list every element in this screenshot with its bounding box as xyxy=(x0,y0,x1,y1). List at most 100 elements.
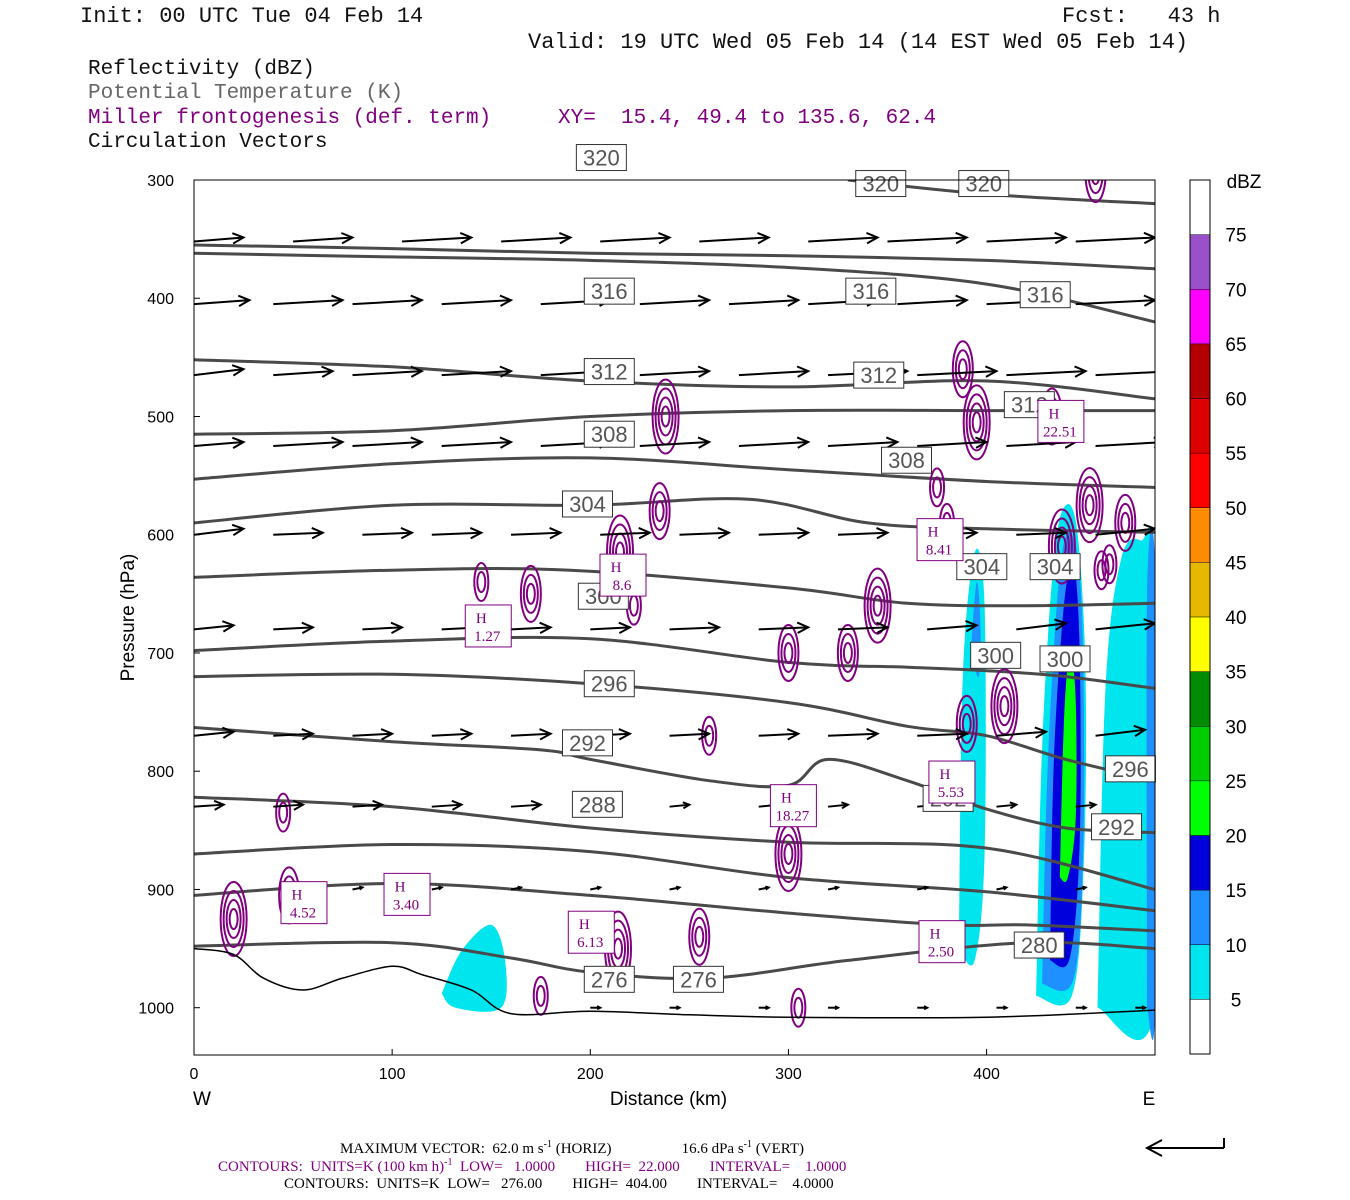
isentrope-label-box xyxy=(1029,553,1081,581)
frontogenesis-contour xyxy=(660,405,671,428)
isentrope-label: 312 xyxy=(860,363,897,388)
frontogenesis-contour xyxy=(1093,550,1110,591)
circulation-vector xyxy=(1095,371,1155,377)
circulation-vector-head xyxy=(213,799,226,811)
isentrope-line xyxy=(194,251,1155,324)
frontogenesis-contour xyxy=(613,937,624,960)
circulation-vector-head xyxy=(301,728,316,741)
frontogenesis-contour xyxy=(1078,476,1101,535)
isentrope-label: 296 xyxy=(591,672,628,697)
isentrope-label-box xyxy=(970,641,1022,669)
circulation-vector-head xyxy=(965,620,979,633)
frontogenesis-contour xyxy=(225,899,242,940)
frontogenesis-contour xyxy=(1118,108,1132,146)
circulation-vector-head xyxy=(1141,1005,1148,1011)
isentrope-label-box xyxy=(1039,645,1091,673)
frontogenesis-contour xyxy=(532,975,549,1016)
circulation-vector xyxy=(510,803,541,808)
isentrope-line xyxy=(194,497,1155,534)
colorbar-tick-label: 25 xyxy=(1225,772,1246,793)
circulation-vector xyxy=(273,626,313,631)
colorbar-tick-label: 65 xyxy=(1225,335,1246,356)
isentrope-label-box xyxy=(672,965,724,993)
colorbar-tick-label: 50 xyxy=(1225,499,1246,520)
circulation-vector-head xyxy=(469,527,484,540)
y-tick-label: 500 xyxy=(147,409,174,426)
circulation-vector-head xyxy=(221,620,236,633)
circulation-vector-head xyxy=(539,621,553,634)
circulation-vector-head xyxy=(1074,365,1088,378)
circulation-vector-head xyxy=(221,726,236,739)
frontogenesis-max-symbol: H xyxy=(939,767,950,783)
frontogenesis-max-symbol: H xyxy=(579,917,590,933)
colorbar-tick-label: 35 xyxy=(1225,663,1246,684)
frontogenesis-contour xyxy=(929,467,946,508)
circulation-vector xyxy=(441,441,512,448)
circulation-vector-head xyxy=(539,728,553,741)
east-label: E xyxy=(1143,1089,1156,1110)
frontogenesis-contour xyxy=(535,984,546,1007)
frontogenesis-contour xyxy=(836,623,859,682)
frontogenesis-max-value: 6.13 xyxy=(577,935,603,951)
colorbar-tick-label: 30 xyxy=(1225,717,1246,738)
colorbar-swatch xyxy=(1190,507,1210,563)
circulation-vector-head xyxy=(499,294,514,307)
isentrope-label-box xyxy=(583,670,635,698)
frontogenesis-contour xyxy=(780,833,797,874)
frontogenesis-max-value: 4.52 xyxy=(290,906,316,922)
circulation-vector-head xyxy=(530,799,544,811)
isentrope-line xyxy=(194,726,1155,835)
init-time: Init: 00 UTC Tue 04 Feb 14 xyxy=(80,4,424,29)
circulation-vector xyxy=(1016,622,1066,631)
isentrope-label-box xyxy=(561,490,613,518)
colorbar-tick-label: 15 xyxy=(1225,881,1246,902)
frontogenesis-max-value: 1.27 xyxy=(474,629,501,645)
west-label: W xyxy=(193,1089,211,1110)
x-tick-label: 400 xyxy=(973,1066,1000,1083)
circulation-vector-head xyxy=(1082,885,1088,891)
frontogenesis-max-box xyxy=(918,920,966,964)
colorbar-swatch xyxy=(1190,944,1210,1000)
circulation-vector-head xyxy=(675,885,682,891)
isentrope-line xyxy=(194,672,1155,783)
reflectivity-area xyxy=(1097,526,1155,1040)
dbz-colorbar: 5 10 15 20 25 30 35 40 45 50 55 60 65 70 75 dBZ xyxy=(1189,172,1262,1055)
circulation-vector-head xyxy=(517,885,524,891)
colorbar-tick-label: 60 xyxy=(1225,390,1246,411)
circulation-vector-head xyxy=(237,294,252,308)
frontogenesis-contour xyxy=(222,890,245,949)
circulation-vector xyxy=(1016,531,1066,536)
circulation-vector-head xyxy=(231,523,246,537)
circulation-vector xyxy=(194,441,244,448)
circulation-vector xyxy=(927,624,977,631)
axes-layer: 300 400 500 600 700 800 900 1000 0 100 200 300 400 Di… xyxy=(118,173,1155,1110)
frontogenesis-max-box xyxy=(928,760,976,804)
frontogenesis-max-box xyxy=(1037,399,1085,443)
circulation-vector xyxy=(401,236,472,243)
frontogenesis-contour xyxy=(691,916,708,957)
circulation-vector xyxy=(1075,299,1155,306)
circulation-vector-head xyxy=(331,436,345,449)
frontogenesis-contour xyxy=(651,491,668,532)
colorbar-tick-label: 75 xyxy=(1225,226,1246,247)
frontogenesis-contour xyxy=(951,340,974,399)
circulation-vector-head xyxy=(675,1005,682,1011)
isentrope-label-box xyxy=(583,965,635,993)
circulation-vectors-layer xyxy=(194,231,1155,1011)
y-tick-label: 400 xyxy=(147,291,174,308)
circulation-vector-head xyxy=(834,1005,841,1011)
x-axis-label: Distance (km) xyxy=(610,1089,727,1110)
circulation-vector xyxy=(738,441,809,448)
frontogenesis-contour xyxy=(1096,559,1107,582)
frontogenesis-contour xyxy=(1047,508,1076,585)
isentrope-label: 308 xyxy=(591,422,628,447)
isentrope-label-box xyxy=(853,361,905,389)
circulation-vector-head xyxy=(400,527,415,540)
frontogenesis-contour xyxy=(955,694,978,753)
circulation-vector-head xyxy=(459,231,474,245)
circulation-vector-head xyxy=(955,728,970,741)
footer-max-vector: MAXIMUM VECTOR: 62.0 m s-1 (HORIZ) 16.6 d… xyxy=(340,1139,805,1157)
circulation-vector xyxy=(352,732,393,737)
isentrope-line xyxy=(194,881,1155,933)
circulation-vector xyxy=(996,730,1047,737)
